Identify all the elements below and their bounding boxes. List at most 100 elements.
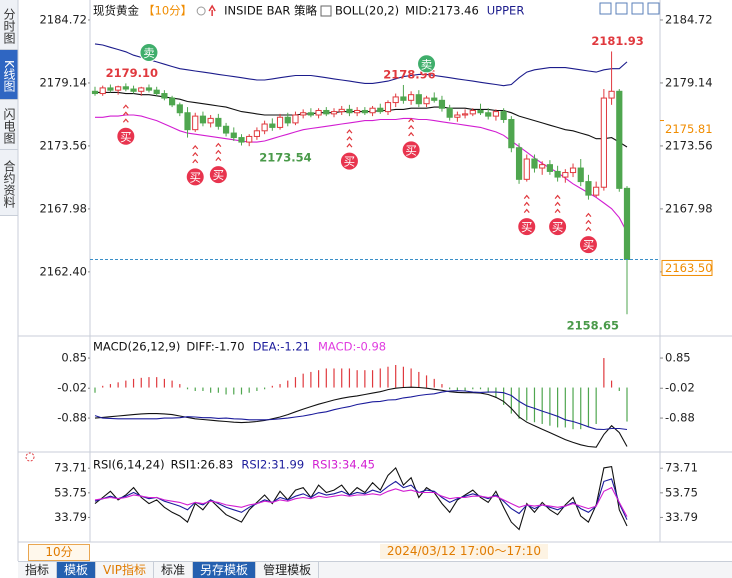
y-tick-label: 0.85 (61, 351, 87, 365)
signal-arrow (554, 208, 561, 213)
candle-body (145, 87, 153, 91)
candle-body (361, 109, 368, 114)
signal-marker (401, 140, 421, 160)
toolbar-button[interactable]: 模板 (57, 562, 97, 578)
last-price-box (661, 259, 713, 276)
candle-body (585, 181, 592, 196)
candle-body (492, 111, 500, 117)
price-annotation: 2181.93 (591, 34, 643, 48)
candle-body (531, 158, 538, 169)
signal-arrow (192, 144, 199, 150)
window-icon (631, 2, 644, 15)
y-tick-label: -0.88 (665, 411, 695, 425)
candle-body (438, 99, 446, 109)
candle-body (230, 132, 237, 139)
candle-body (485, 112, 492, 117)
candle-body (593, 186, 600, 196)
signal-arrow (215, 149, 222, 155)
candle-body (176, 104, 183, 114)
signal-arrow (122, 118, 129, 123)
candle-body (546, 164, 553, 172)
signal-arrow (585, 226, 592, 232)
y-tick-label: 2167.98 (39, 201, 87, 215)
candle-body (600, 97, 607, 188)
candle-body (122, 86, 129, 90)
candle-body (91, 90, 99, 95)
period-label[interactable]: 10分 (28, 544, 90, 561)
toolbar-button[interactable]: VIP指标 (96, 562, 155, 578)
candle-body (400, 96, 407, 101)
candle-body (408, 94, 415, 101)
rsi-line (94, 486, 628, 517)
legend-item: RSI(6,14,24) (93, 458, 165, 472)
signal-label: 买 (521, 220, 533, 234)
candle-body (184, 112, 191, 131)
candle-body (153, 89, 160, 95)
toolbar-button[interactable]: 标准 (154, 562, 194, 578)
signal-arrow (408, 117, 415, 123)
legend-item: INSIDE BAR 策略 (224, 4, 317, 18)
candle-body (199, 115, 207, 124)
candle-body (454, 114, 461, 118)
candle-body (539, 164, 546, 169)
icon (196, 6, 206, 16)
signal-label: 买 (552, 220, 564, 234)
signal-arrow (346, 143, 353, 148)
settings-icon (25, 452, 35, 462)
side-tab[interactable]: K线图 (0, 50, 18, 100)
candle-body (431, 97, 438, 101)
toolbar-button[interactable]: 另存模板 (193, 562, 257, 578)
signal-arrow (192, 158, 199, 164)
y-tick-label: 0.85 (665, 351, 691, 365)
candle-body (222, 125, 230, 134)
legend-item: MACD(26,12,9) (93, 340, 180, 354)
signal-arrow (523, 201, 530, 206)
candle-body (477, 109, 484, 114)
signal-arrow (408, 131, 415, 137)
legend-item: RSI2:31.99 (241, 458, 304, 472)
candle-body (315, 109, 322, 116)
signal-label: 买 (344, 155, 356, 169)
signal-label: 买 (120, 130, 132, 144)
y-tick-label: 2184.72 (39, 12, 87, 26)
candle-body (269, 123, 276, 128)
icon (320, 5, 332, 17)
signal-label: 卖 (143, 46, 155, 60)
candle-body (284, 116, 291, 124)
side-tab[interactable]: 闪电图 (0, 100, 18, 150)
rsi-line (94, 465, 628, 531)
y-tick-label: 2179.14 (665, 75, 713, 89)
signal-arrow (192, 151, 199, 157)
candle-body (323, 109, 330, 115)
y-tick-label: 33.79 (54, 510, 87, 524)
side-tab[interactable]: 分时图 (0, 0, 18, 50)
candle-body (461, 113, 469, 116)
side-tab[interactable]: 合约资料 (0, 150, 18, 216)
candle-body (130, 88, 137, 92)
signal-marker (116, 126, 136, 146)
signal-label: 买 (405, 143, 417, 157)
candle-body (562, 172, 569, 178)
y-tick-label: 2173.56 (665, 138, 713, 152)
candle-body (253, 130, 261, 137)
toolbar-button[interactable]: 管理模板 (256, 562, 320, 578)
candle-body (515, 147, 523, 180)
price-annotation: 2158.65 (567, 319, 619, 333)
y-tick-label: 53.75 (665, 485, 698, 499)
crosshair-time: 2024/03/12 17:00～17:10 二 (380, 544, 548, 573)
price-marker: 2175.81 (665, 122, 713, 136)
candle-body (415, 94, 422, 105)
y-tick-label: 2162.40 (39, 264, 87, 278)
candle-body (392, 96, 399, 104)
signal-arrow (554, 194, 561, 199)
candle-body (500, 111, 507, 121)
boll-line (95, 114, 628, 233)
candle-body (523, 158, 530, 180)
signal-arrow (554, 201, 561, 206)
y-tick-label: 33.79 (665, 510, 698, 524)
window-icon (647, 2, 660, 15)
price-annotation: 2179.10 (106, 66, 158, 80)
toolbar-button[interactable]: 指标 (18, 562, 58, 578)
legend-item: 【10分】 (143, 4, 192, 18)
signal-marker (417, 54, 437, 74)
